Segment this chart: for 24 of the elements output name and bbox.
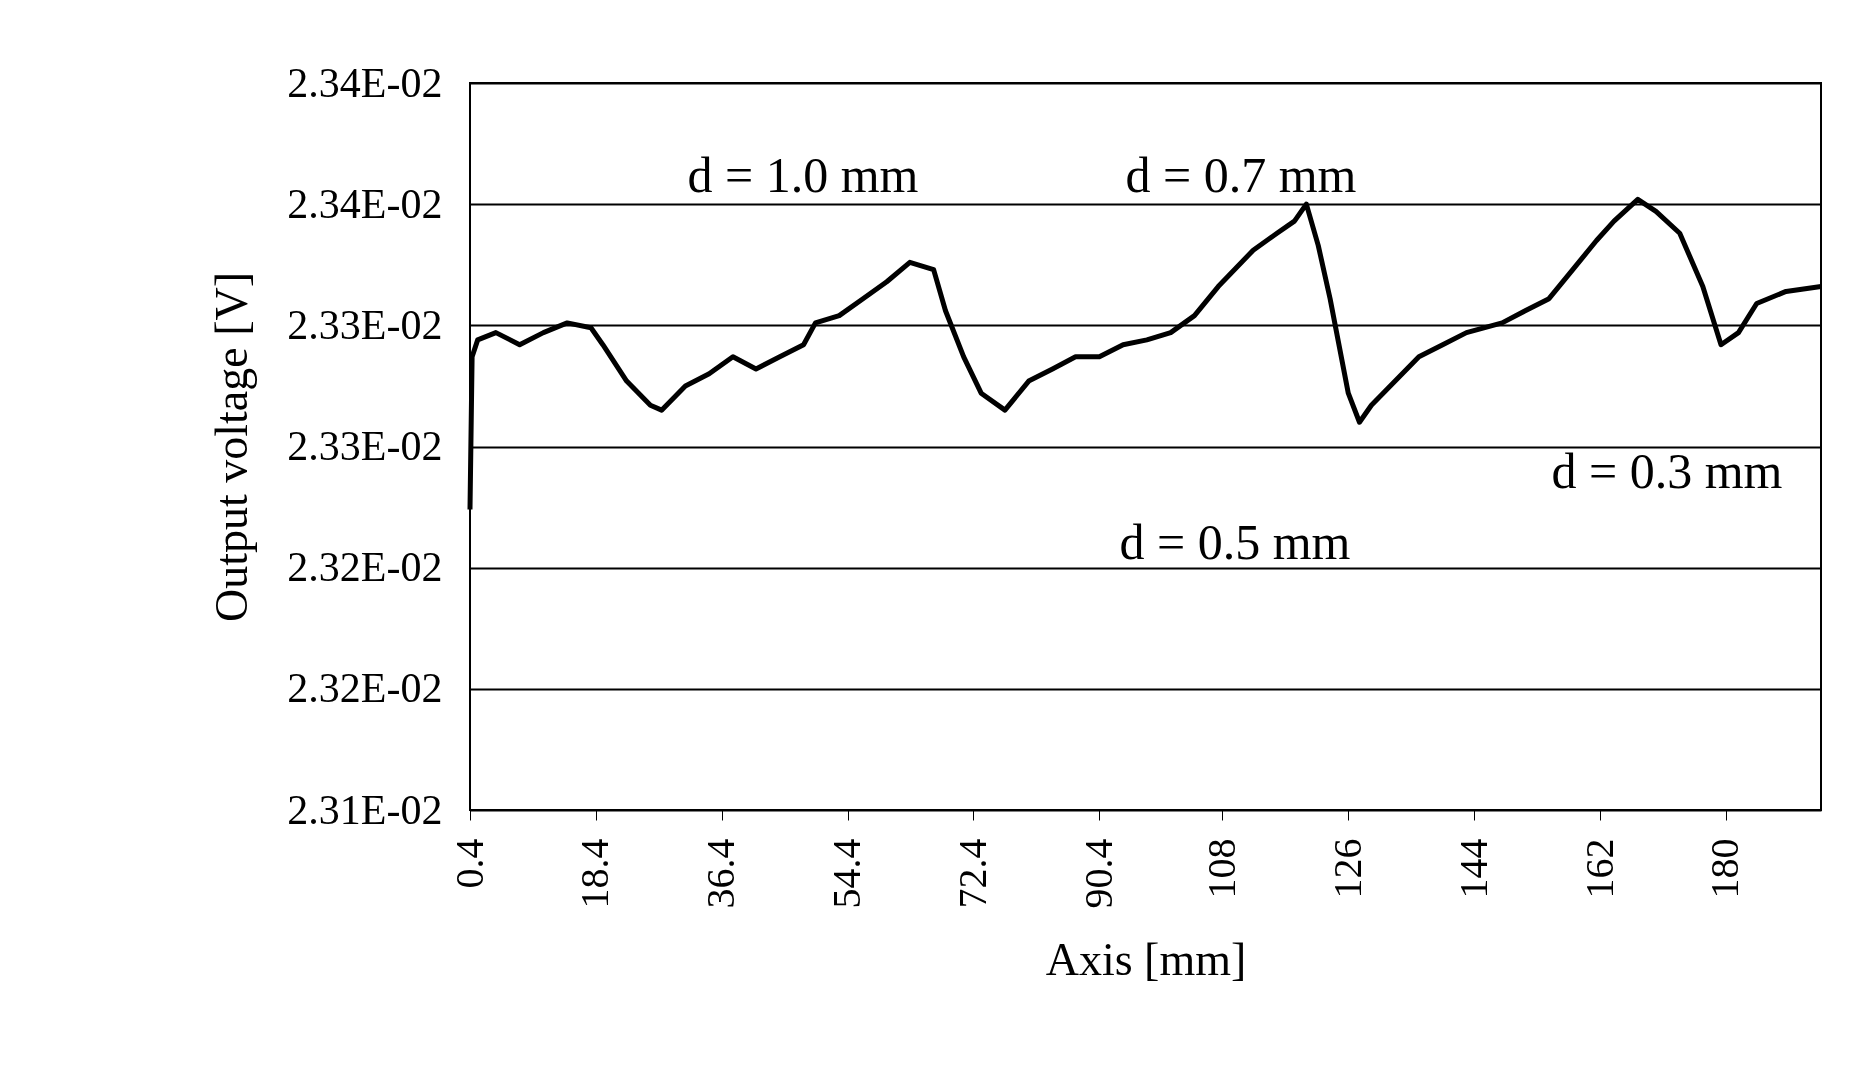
y-tick-label: 2.34E-02 [287, 180, 443, 227]
x-tick-label: 36.4 [698, 838, 744, 909]
x-tick-label: 90.4 [1075, 838, 1121, 909]
x-tick-label: 162 [1576, 838, 1622, 899]
annotation: d = 0.3 mm [1551, 443, 1783, 499]
x-tick-label: 72.4 [949, 838, 995, 909]
x-tick-label: 0.4 [446, 838, 492, 889]
y-tick-label: 2.33E-02 [287, 301, 443, 348]
x-tick-label: 18.4 [572, 838, 618, 909]
x-tick-label: 108 [1198, 838, 1244, 899]
x-tick-label: 126 [1324, 838, 1370, 899]
y-axis-title: Output voltage [V] [206, 271, 258, 623]
x-tick-label: 54.4 [824, 838, 870, 909]
annotation: d = 0.5 mm [1119, 514, 1351, 570]
y-tick-label: 2.34E-02 [287, 59, 443, 106]
x-tick-label: 144 [1450, 838, 1496, 899]
x-tick-label: 180 [1702, 838, 1748, 899]
x-axis-title: Axis [mm] [1045, 933, 1247, 985]
y-tick-label: 2.32E-02 [287, 665, 443, 712]
y-tick-label: 2.31E-02 [287, 786, 443, 833]
annotation: d = 0.7 mm [1125, 147, 1357, 203]
y-tick-label: 2.32E-02 [287, 544, 443, 591]
annotation: d = 1.0 mm [687, 147, 919, 203]
y-tick-label: 2.33E-02 [287, 423, 443, 469]
